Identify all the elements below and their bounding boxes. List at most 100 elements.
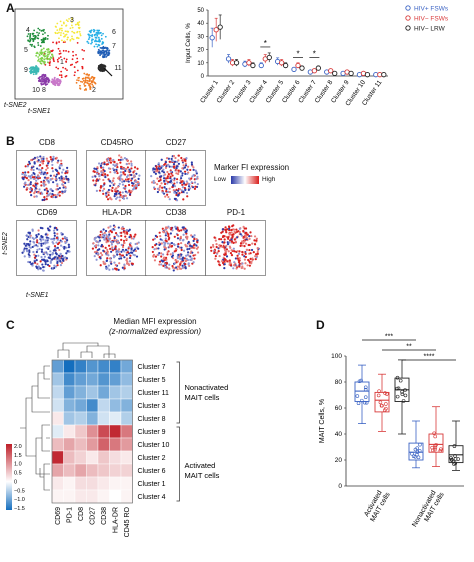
box-point [403, 393, 408, 398]
tsne-dot [97, 36, 100, 39]
expression-dot [162, 264, 165, 268]
expression-dot [53, 234, 56, 237]
expression-dot [117, 158, 120, 162]
expression-dot [250, 234, 253, 238]
expression-dot [209, 246, 213, 249]
row-label: Cluster 9 [138, 429, 166, 436]
expression-dot [230, 238, 233, 241]
heatmap-cell [51, 424, 64, 439]
data-point [246, 60, 252, 66]
expression-dot [106, 198, 110, 201]
legend-marker [405, 5, 411, 11]
tsne-dot [43, 51, 46, 54]
tsne-dot [97, 52, 100, 55]
heatmap-cell [74, 463, 87, 478]
expression-dot [186, 237, 189, 240]
expression-dot [170, 157, 173, 161]
expression-dot [228, 261, 231, 264]
expression-dot [157, 162, 160, 165]
expression-dot [164, 234, 167, 237]
y-tick-label: 50 [197, 8, 204, 14]
row-label: Cluster 1 [138, 481, 166, 488]
expression-dot [58, 254, 61, 258]
expression-dot [168, 190, 172, 194]
tsne-dot [81, 81, 84, 83]
tsne-dot [93, 34, 96, 36]
expression-dot [58, 248, 61, 252]
expression-dot [110, 230, 113, 234]
expression-dot [94, 175, 97, 178]
expression-dot [165, 262, 168, 265]
expression-dot [27, 175, 30, 178]
tsne-dot [41, 74, 44, 77]
heatmap-cell [74, 437, 87, 452]
expression-dot [46, 179, 49, 182]
expression-dot [231, 235, 234, 239]
expression-dot [44, 233, 48, 236]
expression-dot [42, 173, 45, 176]
expression-dot [126, 232, 129, 235]
expression-dot [217, 250, 220, 253]
expression-dot [180, 248, 183, 252]
expression-dot [242, 225, 245, 228]
tsne-dot [43, 58, 46, 61]
heatmap-cell [97, 450, 110, 465]
scale-tick-label: −1.5 [14, 506, 25, 512]
box-point [433, 434, 437, 439]
legend-marker [405, 25, 411, 31]
expression-dot [180, 253, 183, 256]
expression-dot [47, 256, 50, 259]
expression-dot [244, 242, 248, 245]
cluster-number: 11 [114, 65, 121, 72]
expression-dot [103, 231, 106, 234]
expression-dot [106, 159, 109, 162]
tsne-dot [27, 33, 30, 35]
tsne-dot [90, 80, 93, 83]
tsne-dot [65, 58, 68, 61]
expression-dot [175, 165, 179, 168]
tsne-dot [66, 36, 69, 39]
expression-dot [244, 255, 247, 259]
expression-dot [154, 172, 157, 175]
expression-dot [154, 244, 157, 247]
expression-dot [95, 250, 98, 253]
expression-dot [244, 262, 247, 265]
expression-dot [62, 180, 65, 183]
heatmap-cell [74, 450, 87, 465]
tsne-dot [57, 83, 60, 86]
expression-dot [190, 161, 193, 164]
expression-dot [181, 264, 184, 267]
expression-dot [43, 176, 47, 179]
expression-dot [50, 160, 54, 163]
tsne-dot [79, 87, 81, 90]
expression-dot [214, 257, 217, 260]
expression-dot [55, 252, 58, 256]
expression-dot [42, 183, 45, 186]
expression-dot [40, 180, 43, 184]
expression-dot [26, 186, 29, 190]
expression-dot [186, 253, 189, 256]
expression-dot [39, 168, 43, 172]
expression-dot [166, 182, 169, 185]
tsne-dot [100, 66, 102, 69]
expression-dot [224, 226, 227, 229]
heatmap-cell [86, 359, 99, 374]
expression-dot [33, 244, 36, 247]
tsne-dot [45, 79, 48, 82]
expression-dot [128, 189, 131, 192]
expression-dot [164, 226, 168, 230]
expression-dot [126, 260, 129, 263]
expression-dot [37, 175, 40, 178]
expression-dot [153, 237, 156, 240]
expression-dot [183, 257, 186, 260]
tsne-dot [56, 22, 59, 25]
expression-dot [131, 188, 135, 191]
y-tick-label: 40 [197, 21, 204, 27]
tsne-dot [41, 80, 44, 83]
expression-dot [171, 229, 174, 232]
legend-label: HIV− FSWs [414, 16, 449, 23]
tsne-dot [102, 69, 105, 71]
expression-dot [31, 245, 34, 249]
expression-dot [196, 251, 200, 254]
tsne-dot [76, 23, 79, 26]
